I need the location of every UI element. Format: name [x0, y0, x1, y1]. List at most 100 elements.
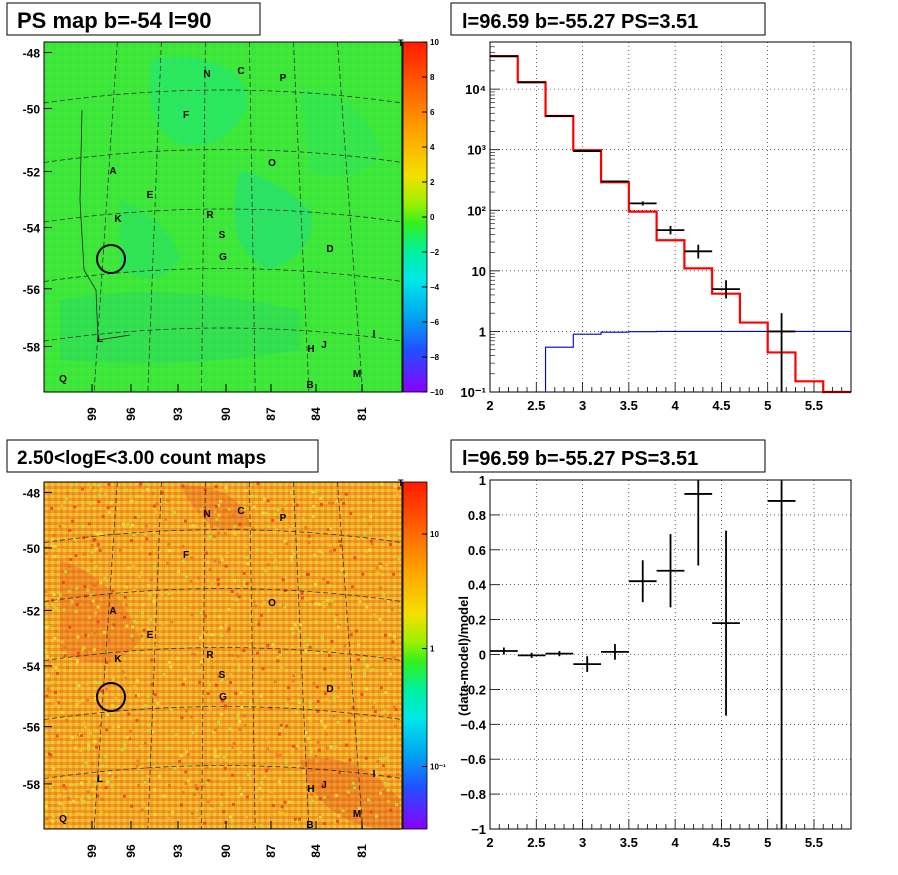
y-tick-label: -52 [23, 166, 41, 180]
count-pixel [124, 524, 128, 528]
count-pixel [316, 709, 320, 713]
count-pixel [238, 787, 242, 791]
source-label-G: G [219, 692, 227, 703]
count-pixel [174, 733, 178, 737]
count-pixel [75, 703, 79, 707]
count-pixel [363, 672, 366, 676]
count-pixel [86, 790, 90, 794]
count-pixel [251, 686, 255, 690]
longitude-line [293, 41, 310, 393]
count-pixel [123, 595, 127, 599]
count-pixel [378, 618, 382, 621]
count-pixel [132, 533, 136, 536]
count-pixel [66, 775, 70, 779]
count-pixel [76, 651, 80, 655]
count-pixel [53, 690, 57, 694]
count-pixel [387, 599, 391, 603]
count-pixel [325, 746, 329, 750]
count-pixel [330, 639, 334, 643]
count-pixel [89, 559, 93, 563]
count-pixel [360, 692, 364, 696]
count-pixel [110, 785, 114, 789]
count-pixel [314, 602, 318, 606]
x-tick-label: 96 [124, 844, 138, 858]
count-pixel [89, 731, 92, 735]
count-pixel [372, 499, 376, 503]
count-pixel [229, 815, 233, 819]
count-pixel [287, 800, 291, 804]
count-pixel [147, 723, 151, 727]
count-pixel [83, 800, 86, 804]
count-pixel [63, 645, 67, 649]
count-pixel [293, 622, 297, 626]
count-pixel [136, 693, 140, 697]
count-pixel [82, 646, 86, 649]
count-pixel [160, 593, 164, 597]
y-tick-label: -50 [23, 103, 41, 117]
source-label-N: N [203, 69, 210, 80]
count-pixel [68, 565, 71, 569]
count-pixel [103, 483, 107, 486]
count-pixel [213, 763, 217, 767]
count-pixel [50, 507, 54, 510]
source-label-A: A [109, 606, 116, 617]
count-pixel [49, 746, 53, 750]
count-pixel [181, 682, 185, 686]
count-pixel [266, 563, 270, 567]
source-label-C: C [237, 506, 244, 517]
count-pixel [59, 716, 63, 720]
count-pixel [208, 568, 212, 572]
count-pixel [59, 802, 62, 805]
count-pixel [323, 724, 327, 728]
count-pixel [314, 755, 318, 758]
count-pixel [260, 613, 263, 617]
longitude-line [337, 41, 363, 393]
count-pixel [155, 502, 159, 505]
count-pixel [351, 670, 355, 674]
count-pixel [58, 524, 62, 528]
count-pixel [376, 571, 380, 575]
count-pixel [328, 603, 332, 606]
count-pixel [86, 698, 89, 702]
count-pixel [233, 524, 237, 528]
source-label-E: E [147, 630, 154, 641]
count-pixel [300, 591, 304, 595]
count-pixel [108, 774, 112, 778]
colorbar-tick-label: 10 [430, 530, 439, 539]
longitude-line [293, 481, 310, 830]
count-pixel [271, 643, 275, 647]
count-pixel [96, 545, 100, 548]
count-pixel [339, 498, 343, 501]
count-pixel [316, 740, 320, 744]
count-pixel [238, 750, 242, 754]
source-label-R: R [206, 650, 214, 661]
count-pixel [199, 611, 203, 615]
count-pixel [144, 482, 148, 485]
source-label-D: D [326, 684, 333, 695]
map-y-ticks: -48 -50 -52 -54 -56 -58 [23, 486, 52, 792]
count-pixel [132, 619, 136, 623]
count-pixel [276, 659, 280, 663]
count-pixel [136, 488, 140, 492]
count-pixel [308, 706, 312, 710]
count-pixel [75, 603, 79, 606]
x-tick-label: 3 [579, 398, 586, 413]
count-pixel [181, 559, 185, 563]
count-pixel [384, 784, 388, 788]
count-pixel [311, 514, 315, 518]
count-pixel [90, 593, 93, 597]
count-pixel [336, 694, 340, 698]
count-pixel [67, 796, 71, 800]
count-pixel [368, 522, 372, 526]
count-pixel [264, 569, 268, 573]
count-pixel [320, 537, 324, 541]
count-pixel [226, 629, 230, 633]
count-pixel [292, 552, 296, 556]
count-pixel [93, 583, 97, 587]
count-pixel [105, 661, 109, 665]
count-pixel [206, 659, 210, 663]
source-label-I: I [373, 769, 376, 780]
count-pixel [84, 761, 88, 765]
count-pixel [94, 565, 98, 569]
count-pixel [265, 769, 268, 773]
